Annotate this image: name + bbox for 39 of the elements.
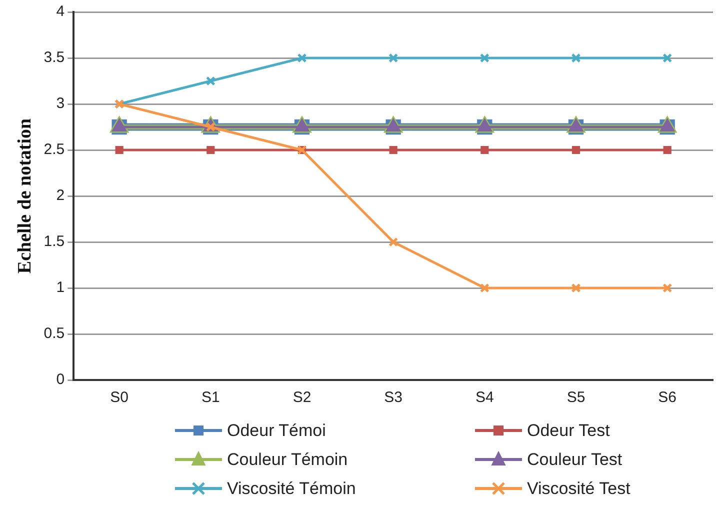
point xyxy=(388,53,398,63)
legend-label: Couleur Test xyxy=(527,450,622,470)
y-tick-label: 3.5 xyxy=(44,49,65,66)
point xyxy=(480,283,490,293)
point xyxy=(480,146,489,154)
y-tick-label: 1.5 xyxy=(44,233,65,250)
y-tick-label: 0.5 xyxy=(44,325,65,342)
point xyxy=(389,146,398,154)
y-tick-label: 2 xyxy=(56,187,65,204)
legend-label: Odeur Test xyxy=(527,420,610,440)
y-axis-title: Echelle de notation xyxy=(14,118,36,274)
point xyxy=(388,237,398,247)
y-tick-label: 2.5 xyxy=(44,141,65,158)
legend-label: Couleur Témoin xyxy=(227,450,348,470)
point xyxy=(571,53,581,63)
x-tick-label: S5 xyxy=(566,389,586,406)
x-tick-label: S2 xyxy=(292,389,312,406)
legend-label: Viscosité Témoin xyxy=(227,478,356,498)
point xyxy=(571,283,581,293)
point xyxy=(572,146,580,154)
legend-label: Viscosité Test xyxy=(527,478,630,498)
point xyxy=(297,53,307,63)
x-tick-label: S1 xyxy=(201,389,220,406)
point xyxy=(115,146,124,154)
legend-label: Odeur Témoi xyxy=(227,420,326,440)
point xyxy=(206,146,215,154)
x-tick-label: S3 xyxy=(384,389,403,406)
x-tick-label: S6 xyxy=(658,389,677,406)
y-tick-label: 3 xyxy=(56,95,65,112)
point xyxy=(662,53,672,63)
x-tick-label: S0 xyxy=(110,389,128,406)
point xyxy=(206,76,216,86)
point xyxy=(663,146,672,154)
point xyxy=(480,53,490,63)
y-tick-label: 1 xyxy=(56,279,65,296)
point xyxy=(662,283,672,293)
y-tick-label: 4 xyxy=(56,3,65,20)
y-tick-label: 0 xyxy=(56,371,65,388)
x-tick-label: S4 xyxy=(475,389,494,406)
